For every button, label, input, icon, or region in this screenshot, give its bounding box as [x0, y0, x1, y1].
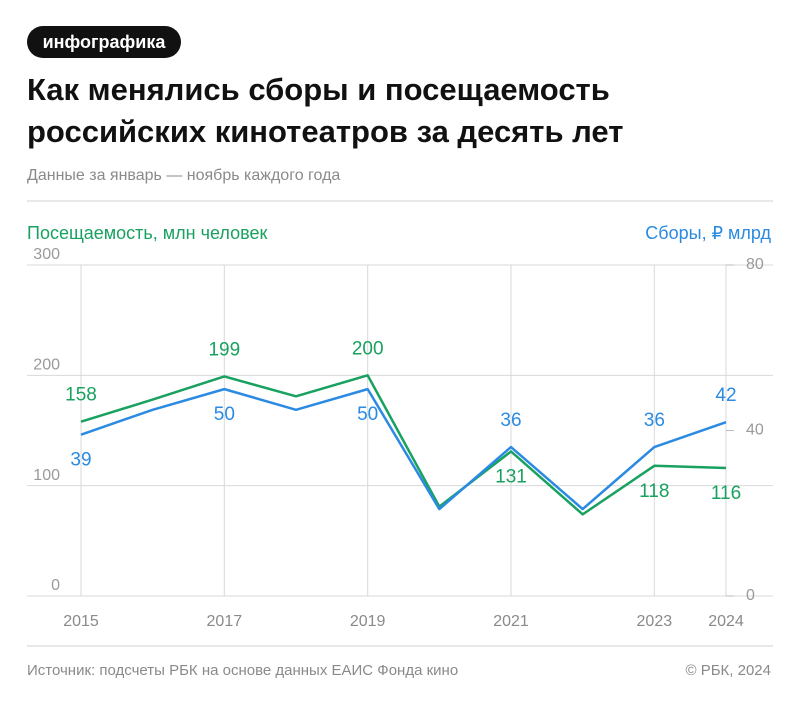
- x-tick-label: 2019: [350, 613, 386, 630]
- y-tick-label: 200: [33, 357, 60, 374]
- x-tick-label: 2017: [207, 613, 243, 630]
- data-label: 131: [495, 466, 527, 487]
- y-tick-label: 0: [51, 577, 60, 594]
- y2-tick-label: 0: [746, 587, 755, 604]
- y-tick-label: 100: [33, 467, 60, 484]
- y2-axis-label: Сборы, ₽ млрд: [645, 223, 771, 243]
- data-label: 36: [644, 410, 665, 431]
- data-label: 50: [357, 404, 378, 425]
- data-label: 39: [70, 450, 91, 471]
- x-tick-label: 2015: [63, 613, 99, 630]
- y-tick-label: 300: [33, 246, 60, 263]
- series-line: [80, 374, 727, 516]
- chart-title: российских кинотеатров за десять лет: [27, 114, 623, 149]
- data-label: 116: [711, 483, 741, 504]
- data-label: 199: [208, 339, 240, 360]
- y2-tick-label: 40: [746, 422, 764, 439]
- chart-title: Как менялись сборы и посещаемость: [27, 72, 610, 107]
- x-tick-label: 2021: [493, 613, 529, 630]
- y-axis-label: Посещаемость, млн человек: [27, 223, 267, 243]
- source: Источник: подсчеты РБК на основе данных …: [27, 662, 458, 679]
- data-label: 200: [352, 338, 384, 359]
- y2-tick-label: 80: [746, 256, 764, 273]
- badge-bg: [27, 26, 181, 58]
- x-tick-label: 2023: [637, 613, 673, 630]
- series-line: [80, 387, 727, 511]
- data-label: 118: [639, 481, 669, 502]
- data-label: 36: [500, 410, 521, 431]
- data-label: 50: [214, 404, 235, 425]
- subtitle: Данные за январь — ноябрь каждого года: [27, 167, 340, 184]
- data-label: 42: [715, 385, 736, 406]
- badge: инфографика: [43, 32, 167, 52]
- data-label: 158: [65, 385, 97, 406]
- copyright: © РБК, 2024: [685, 662, 771, 679]
- x-tick-label: 2024: [708, 613, 744, 630]
